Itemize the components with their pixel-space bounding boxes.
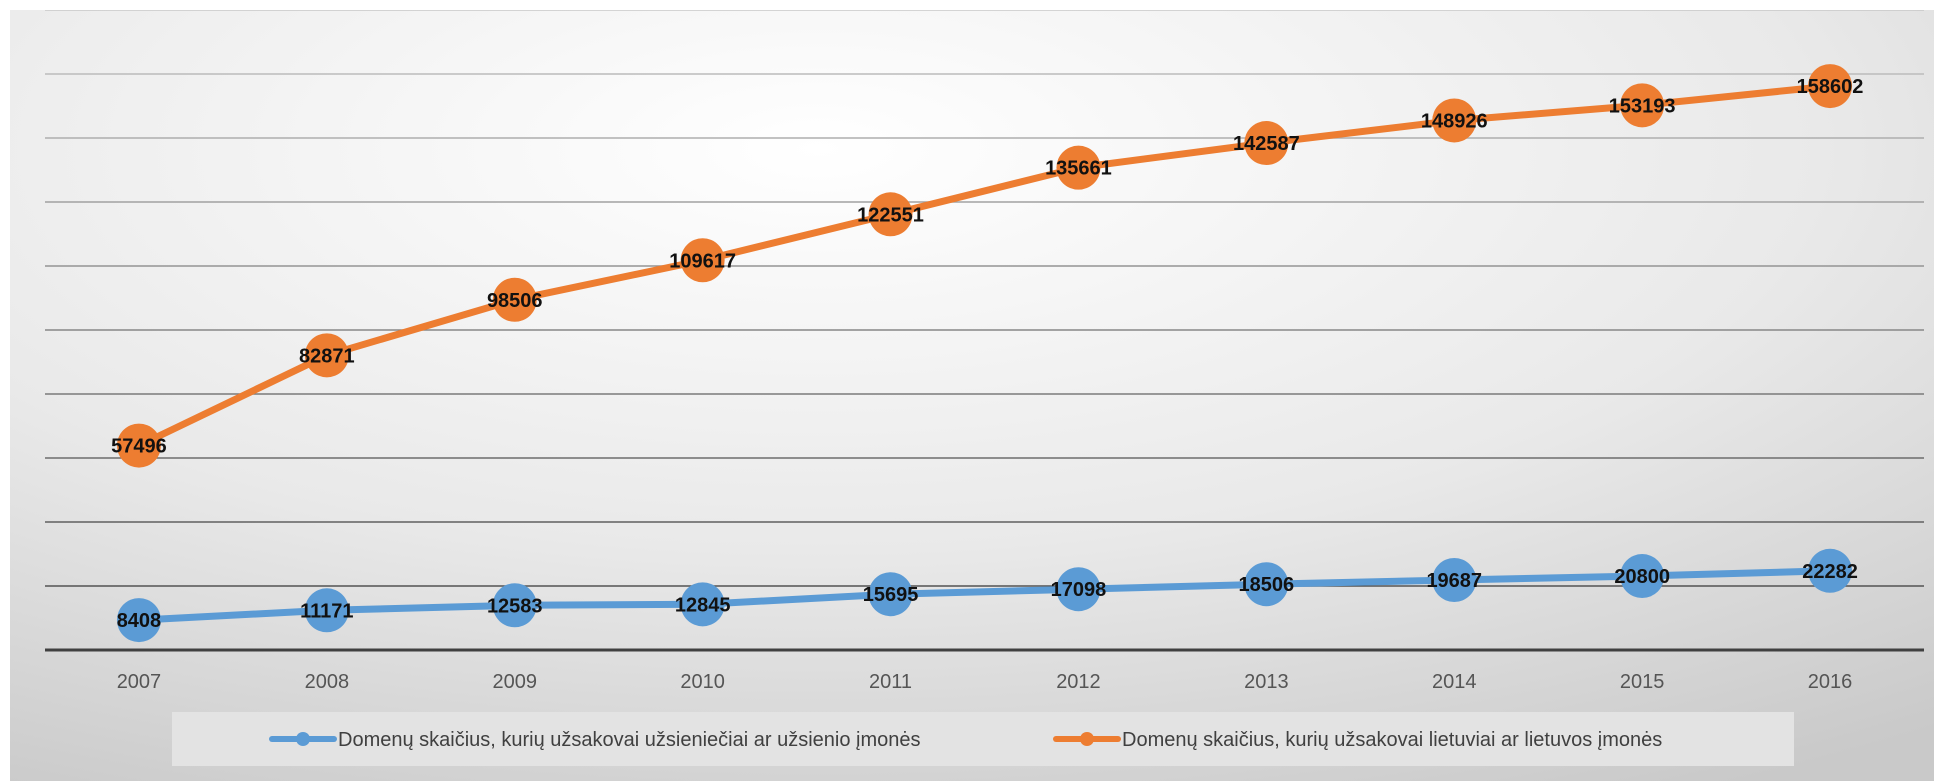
series-1: 8408 11171 12583 12845 15695 17098 18506 19687 2…	[116, 548, 1858, 643]
data-point	[868, 192, 913, 237]
x-tick-label: 2015	[1620, 671, 1665, 693]
data-point	[304, 588, 349, 633]
legend-item-2: Domenų skaičius, kurių užsakovai lietuvi…	[1053, 729, 1662, 751]
data-point	[304, 333, 349, 378]
x-tick-label: 2007	[117, 671, 162, 693]
data-point	[1620, 554, 1665, 599]
data-label: 18506	[1239, 574, 1295, 596]
data-label: 15695	[863, 584, 919, 606]
legend-swatch-marker	[296, 732, 310, 746]
data-label: 8408	[117, 610, 162, 632]
data-label: 122551	[857, 204, 924, 226]
x-tick-label: 2008	[305, 671, 350, 693]
legend-label: Domenų skaičius, kurių užsakovai lietuvi…	[1122, 729, 1662, 751]
data-label: 17098	[1051, 579, 1107, 601]
data-point	[492, 583, 537, 628]
data-label: 12845	[675, 594, 731, 616]
chart-canvas: 2007 2008 2009 2010 2011 2012 2013 2014 2015 2016…	[10, 10, 1934, 781]
data-label: 20800	[1614, 566, 1670, 588]
data-point	[1620, 83, 1665, 128]
data-point	[1244, 121, 1289, 166]
line-chart: 2007 2008 2009 2010 2011 2012 2013 2014 2015 2016…	[10, 10, 1934, 781]
x-tick-label: 2012	[1056, 671, 1101, 693]
data-label: 148926	[1421, 110, 1488, 132]
gridlines	[45, 10, 1924, 587]
data-label: 98506	[487, 290, 543, 312]
data-point	[680, 238, 725, 283]
series-line	[135, 567, 1834, 624]
data-label: 142587	[1233, 133, 1300, 155]
series-line	[135, 82, 1834, 450]
data-point	[1056, 567, 1101, 612]
data-point	[116, 598, 161, 643]
legend: Domenų skaičius, kurių užsakovai užsieni…	[172, 712, 1794, 766]
data-point	[1808, 548, 1853, 593]
legend-box	[172, 712, 1794, 766]
data-label: 11171	[300, 600, 353, 622]
x-tick-label: 2016	[1808, 671, 1853, 693]
data-point	[1432, 98, 1477, 143]
data-point	[116, 423, 161, 468]
data-point	[1056, 145, 1101, 190]
data-point	[868, 572, 913, 617]
data-point	[1244, 562, 1289, 607]
data-label: 12583	[487, 595, 543, 617]
data-label: 19687	[1426, 570, 1482, 592]
x-tick-label: 2013	[1244, 671, 1289, 693]
legend-item-1: Domenų skaičius, kurių užsakovai užsieni…	[269, 729, 921, 751]
data-label: 158602	[1797, 76, 1864, 98]
x-axis: 2007 2008 2009 2010 2011 2012 2013 2014 2015 2016	[45, 648, 1924, 693]
data-point	[1808, 64, 1853, 109]
data-point	[1432, 558, 1477, 603]
legend-label: Domenų skaičius, kurių užsakovai užsieni…	[338, 729, 921, 751]
x-tick-label: 2010	[680, 671, 725, 693]
x-tick-label: 2009	[493, 671, 538, 693]
x-tick-label: 2011	[869, 671, 912, 693]
data-label: 22282	[1802, 561, 1858, 583]
data-point	[680, 582, 725, 627]
series-2: 57496 82871 98506 109617 122551 135661 142587 1…	[111, 64, 1864, 468]
legend-swatch-marker	[1080, 732, 1094, 746]
data-label: 82871	[299, 345, 355, 367]
data-label: 135661	[1045, 158, 1112, 180]
series-group: 8408 11171 12583 12845 15695 17098 18506 19687 2…	[111, 64, 1864, 643]
data-label: 57496	[111, 436, 167, 458]
x-tick-label: 2014	[1432, 671, 1477, 693]
data-label: 109617	[669, 250, 736, 272]
data-label: 153193	[1609, 95, 1676, 117]
data-point	[492, 277, 537, 322]
